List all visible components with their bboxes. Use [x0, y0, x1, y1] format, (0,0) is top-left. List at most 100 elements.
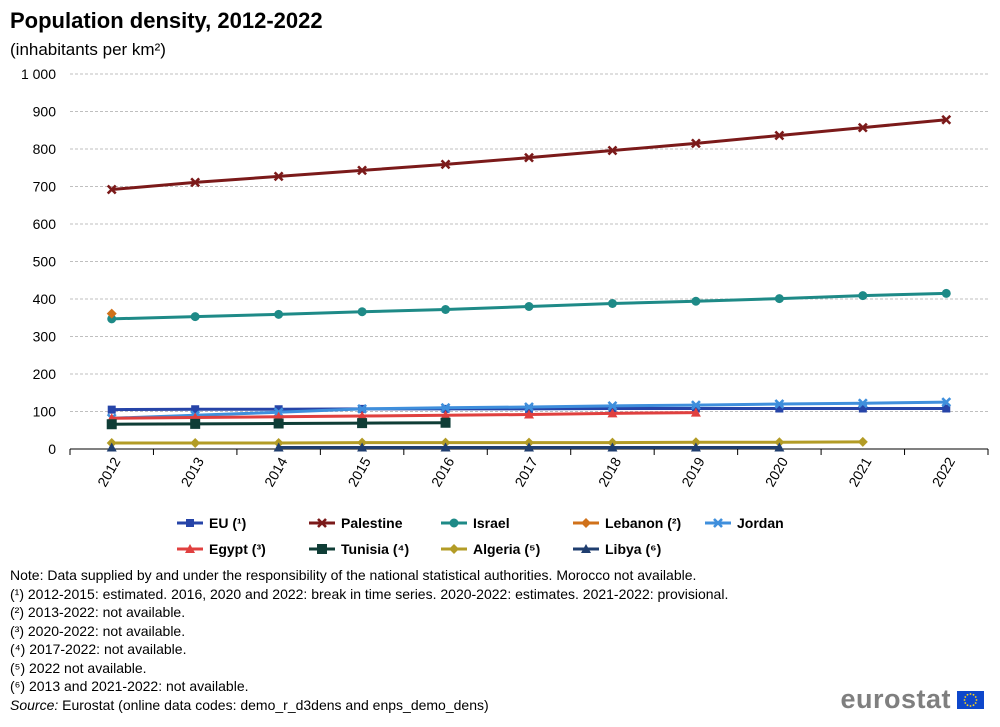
data-point [440, 442, 451, 452]
data-point [607, 299, 617, 308]
legend-item: Algeria (⁵) [439, 541, 571, 557]
legend-label: EU (¹) [209, 515, 247, 531]
legend-marker [185, 544, 195, 553]
data-point [941, 397, 952, 408]
data-point [357, 165, 368, 176]
y-axis: 0 100 200 300 400 500 600 700 800 900 1 000 [21, 66, 56, 457]
legend-swatch-icon [309, 518, 335, 528]
legend-row: Egypt (³) Tunisia (⁴) Algeria (⁵) Libya (⁶) [175, 536, 815, 562]
eu-star [966, 693, 969, 696]
eu-star [969, 704, 972, 707]
footnote: (³) 2020-2022: not available. [10, 622, 186, 639]
data-point [525, 404, 533, 413]
footnote: (⁴) 2017-2022: not available. [10, 641, 187, 657]
data-point [690, 407, 701, 417]
data-point [942, 404, 951, 413]
data-point [357, 403, 368, 414]
legend-swatch-icon [441, 518, 467, 528]
y-tick-label: 800 [33, 141, 57, 157]
data-point [774, 442, 785, 452]
data-point [107, 314, 117, 324]
data-point [106, 308, 117, 319]
data-point [190, 438, 201, 448]
footnote: Note: Data supplied by and under the res… [10, 567, 697, 583]
legend-label: Libya (⁶) [605, 541, 662, 557]
footnote: (⁶) 2013 and 2021-2022: not available. [10, 678, 249, 694]
legend-swatch-icon [573, 544, 599, 553]
series-line [111, 118, 947, 191]
data-point [106, 442, 117, 452]
series-lebanon [106, 308, 117, 319]
x-tick-label: 2013 [178, 454, 208, 489]
data-point [775, 404, 784, 413]
eu-star [969, 692, 972, 695]
x-tick-label: 2022 [929, 454, 959, 489]
series-line [111, 411, 696, 420]
data-point [440, 402, 451, 413]
data-point [607, 442, 618, 452]
data-point [774, 294, 784, 304]
data-point [524, 302, 534, 311]
legend-swatch-icon [177, 519, 203, 527]
legend-row: EU (¹) Palestine Israel Lebanon (²) Jordan [175, 510, 815, 536]
legend-marker [317, 544, 327, 554]
data-point [106, 419, 117, 430]
eu-star [972, 703, 975, 706]
data-point [607, 408, 618, 418]
legend-label: Jordan [737, 515, 784, 531]
series-palestine [106, 114, 952, 195]
chart-subtitle: (inhabitants per km²) [10, 40, 166, 59]
y-tick-label: 700 [33, 179, 57, 195]
series-lines [106, 114, 952, 452]
legend-swatch-icon [441, 544, 467, 554]
eu-star [964, 695, 967, 698]
y-tick-label: 400 [33, 291, 57, 307]
data-point [357, 411, 368, 420]
series-line [111, 440, 863, 445]
eu-stars-icon [957, 690, 984, 709]
eurostat-logo: eurostat [840, 684, 984, 715]
x-tick-label: 2012 [94, 454, 124, 489]
legend-swatch-icon [177, 544, 203, 553]
eu-star [972, 693, 975, 696]
eu-star [966, 703, 969, 706]
legend-marker [581, 544, 591, 553]
legend-marker [186, 519, 194, 527]
x-tick-label: 2017 [511, 454, 541, 489]
data-point [191, 405, 200, 414]
source-label: Source: [10, 696, 59, 713]
data-point [440, 159, 451, 170]
data-point [690, 138, 701, 149]
data-point [107, 405, 116, 414]
eu-star [964, 701, 967, 704]
data-point [524, 152, 534, 163]
y-tick-label: 100 [33, 404, 57, 420]
legend-label: Lebanon (²) [605, 515, 682, 531]
data-point [690, 437, 701, 448]
data-point [440, 410, 451, 420]
legend-marker [713, 518, 723, 528]
eu-star [974, 701, 977, 704]
legend-item: Jordan [703, 515, 835, 531]
y-tick-label: 200 [33, 366, 57, 382]
legend-label: Egypt (³) [209, 541, 266, 557]
x-tick-label: 2015 [344, 454, 374, 489]
data-point [357, 307, 367, 317]
legend-item: Egypt (³) [175, 541, 307, 557]
logo-text: eurostat [840, 684, 951, 714]
x-tick-label: 2021 [845, 454, 875, 489]
data-point [524, 402, 534, 412]
y-tick-label: 900 [33, 104, 57, 120]
y-tick-label: 300 [33, 329, 57, 345]
x-tick-label: 2014 [261, 454, 291, 489]
data-point [774, 437, 785, 448]
data-point [106, 184, 117, 195]
y-tick-label: 600 [33, 216, 57, 232]
legend-marker [449, 544, 459, 554]
series-israel [107, 288, 951, 324]
legend-item: Lebanon (²) [571, 515, 703, 531]
data-point [607, 400, 618, 411]
series-libya [106, 442, 785, 452]
data-point [607, 145, 618, 156]
legend: EU (¹) Palestine Israel Lebanon (²) Jordan Eg… [175, 510, 815, 562]
